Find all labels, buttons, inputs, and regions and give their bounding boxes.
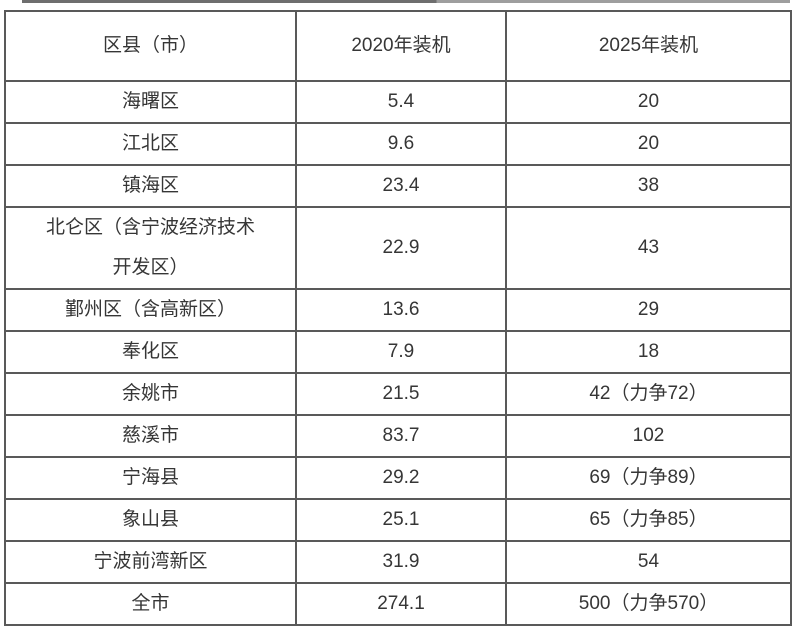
region-cell: 全市 (4, 582, 297, 626)
value-2025-cell: 69（力争89） (505, 456, 792, 500)
table-row: 北仑区（含宁波经济技术 开发区） 22.9 43 (4, 206, 792, 290)
capacity-table: 区县（市） 2020年装机 2025年装机 海曙区 5.4 20 江北区 9.6… (4, 10, 792, 626)
table-row-total: 全市 274.1 500（力争570） (4, 582, 792, 626)
value-2020-cell: 29.2 (295, 456, 507, 500)
region-cell: 宁波前湾新区 (4, 540, 297, 584)
table-row: 宁海县 29.2 69（力争89） (4, 456, 792, 500)
value-2020-cell: 83.7 (295, 414, 507, 458)
column-header-region: 区县（市） (4, 10, 297, 82)
value-2020-cell: 9.6 (295, 122, 507, 166)
value-2025-cell: 65（力争85） (505, 498, 792, 542)
value-2025-cell: 500（力争570） (505, 582, 792, 626)
region-cell: 象山县 (4, 498, 297, 542)
region-cell: 慈溪市 (4, 414, 297, 458)
table-row: 宁波前湾新区 31.9 54 (4, 540, 792, 584)
table-row: 慈溪市 83.7 102 (4, 414, 792, 458)
value-2020-cell: 31.9 (295, 540, 507, 584)
value-2020-cell: 23.4 (295, 164, 507, 208)
region-cell: 宁海县 (4, 456, 297, 500)
value-2025-cell: 20 (505, 122, 792, 166)
value-2020-cell: 7.9 (295, 330, 507, 374)
column-header-2025-install: 2025年装机 (505, 10, 792, 82)
region-cell: 余姚市 (4, 372, 297, 416)
region-cell: 镇海区 (4, 164, 297, 208)
region-cell: 海曙区 (4, 80, 297, 124)
table-row: 余姚市 21.5 42（力争72） (4, 372, 792, 416)
value-2020-cell: 25.1 (295, 498, 507, 542)
value-2020-cell: 21.5 (295, 372, 507, 416)
table-body: 海曙区 5.4 20 江北区 9.6 20 镇海区 23.4 38 北仑区（含宁… (4, 80, 792, 626)
region-cell: 鄞州区（含高新区） (4, 288, 297, 332)
table-row: 江北区 9.6 20 (4, 122, 792, 166)
value-2025-cell: 102 (505, 414, 792, 458)
region-cell: 奉化区 (4, 330, 297, 374)
table-header: 区县（市） 2020年装机 2025年装机 (4, 10, 792, 82)
value-2020-cell: 13.6 (295, 288, 507, 332)
column-header-2020-install: 2020年装机 (295, 10, 507, 82)
table-row: 海曙区 5.4 20 (4, 80, 792, 124)
table-row: 奉化区 7.9 18 (4, 330, 792, 374)
value-2020-cell: 22.9 (295, 206, 507, 290)
table-row: 鄞州区（含高新区） 13.6 29 (4, 288, 792, 332)
crop-artifact-line (22, 0, 790, 3)
value-2025-cell: 43 (505, 206, 792, 290)
table-row: 镇海区 23.4 38 (4, 164, 792, 208)
value-2025-cell: 18 (505, 330, 792, 374)
table-row: 象山县 25.1 65（力争85） (4, 498, 792, 542)
value-2025-cell: 20 (505, 80, 792, 124)
header-row: 区县（市） 2020年装机 2025年装机 (4, 10, 792, 82)
value-2025-cell: 54 (505, 540, 792, 584)
value-2025-cell: 38 (505, 164, 792, 208)
value-2025-cell: 42（力争72） (505, 372, 792, 416)
value-2020-cell: 274.1 (295, 582, 507, 626)
value-2020-cell: 5.4 (295, 80, 507, 124)
region-cell: 江北区 (4, 122, 297, 166)
value-2025-cell: 29 (505, 288, 792, 332)
region-cell: 北仑区（含宁波经济技术 开发区） (4, 206, 297, 290)
